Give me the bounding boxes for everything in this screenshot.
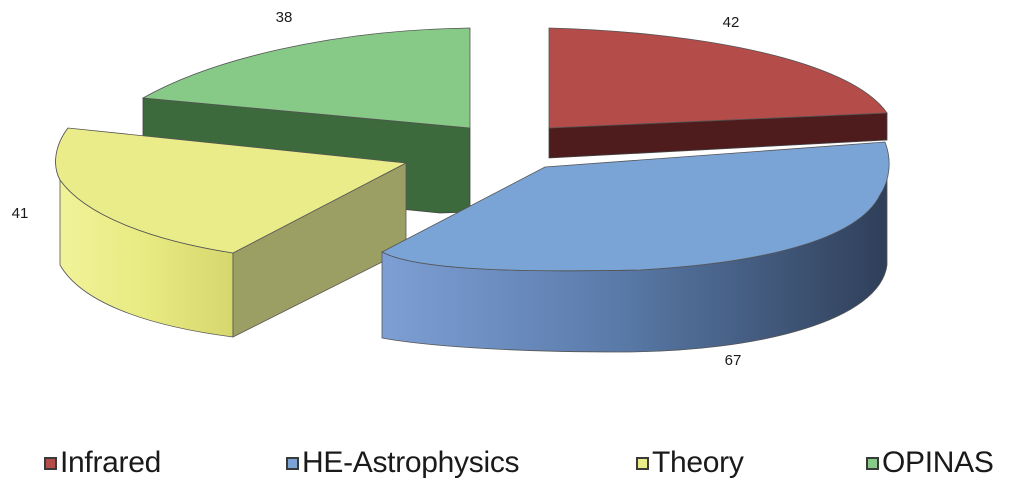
legend-item-infrared: Infrared <box>44 445 161 481</box>
legend-item-opinas: OPINAS <box>866 445 994 481</box>
legend-item-he-astrophysics: HE-Astrophysics <box>286 445 520 481</box>
slice-infrared-top <box>548 27 888 129</box>
legend: Infrared HE-Astrophysics Theory OPINAS <box>0 445 1014 481</box>
slice-theory-top <box>55 127 408 254</box>
legend-item-theory: Theory <box>636 445 744 481</box>
data-label-he-astrophysics: 67 <box>725 352 742 369</box>
slice-opinas-top <box>141 27 471 129</box>
legend-label-infrared: Infrared <box>60 446 161 479</box>
data-label-theory: 41 <box>12 205 29 222</box>
slice-he-astrophysics-top <box>381 141 890 272</box>
legend-label-opinas: OPINAS <box>882 446 994 479</box>
data-label-opinas: 38 <box>276 9 293 26</box>
legend-swatch-theory <box>636 456 649 470</box>
data-label-infrared: 42 <box>723 14 740 31</box>
legend-swatch-infrared <box>44 456 57 470</box>
legend-swatch-he-astrophysics <box>286 456 299 470</box>
slice-theory <box>55 127 408 338</box>
legend-label-theory: Theory <box>652 446 744 479</box>
slice-infrared <box>548 27 888 159</box>
legend-swatch-opinas <box>866 456 879 470</box>
slice-he-astrophysics <box>381 141 890 353</box>
legend-label-he-astrophysics: HE-Astrophysics <box>302 446 520 479</box>
